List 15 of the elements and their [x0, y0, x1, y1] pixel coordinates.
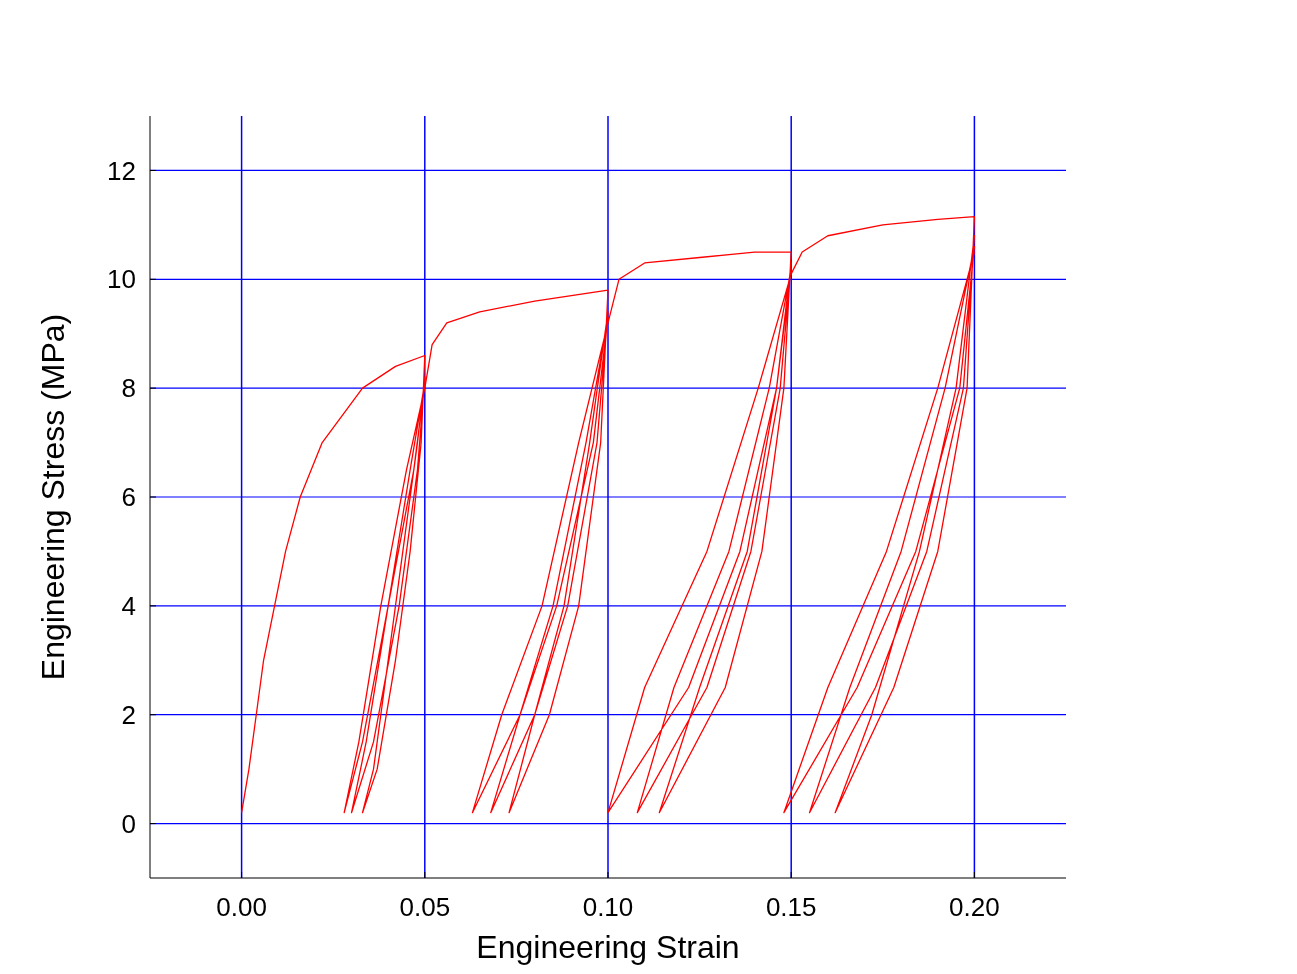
y-tick-label: 8 [121, 373, 136, 404]
x-tick-label: 0.20 [949, 892, 1000, 922]
y-tick-label: 12 [107, 155, 136, 186]
line-series [240, 216, 976, 814]
x-tick-label: 0.10 [582, 892, 634, 922]
x-axis-title: Engineering Strain [476, 929, 740, 965]
y-axis-title: Engineering Stress (MPa) [35, 313, 71, 681]
y-tick-label: 6 [121, 482, 136, 513]
x-tick-label: 0.15 [765, 892, 817, 922]
y-tick-label: 4 [121, 590, 136, 621]
y-tick-label: 10 [107, 264, 136, 295]
y-tick-label: 0 [121, 808, 136, 839]
x-tick-label: 0.00 [216, 892, 267, 922]
y-tick-label: 2 [121, 699, 136, 730]
x-tick-label: 0.05 [399, 892, 451, 922]
